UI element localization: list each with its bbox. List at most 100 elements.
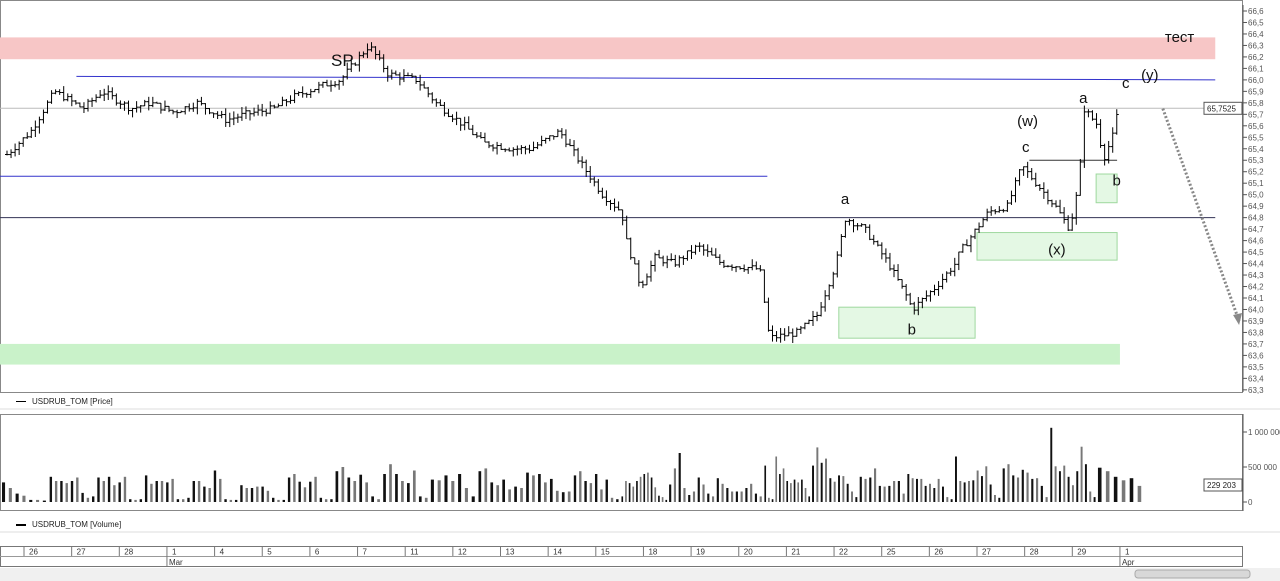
volume-bar (65, 483, 68, 502)
scrollbar-track[interactable] (0, 568, 1280, 581)
volume-bar (1063, 465, 1066, 502)
volume-bar (893, 481, 896, 502)
date-label: 28 (1030, 548, 1039, 557)
date-label: 1 (172, 548, 177, 557)
volume-bar (155, 481, 158, 502)
price-tick-label: 66,5 (1248, 18, 1264, 27)
price-tick-label: 64,2 (1248, 283, 1264, 292)
price-tick-label: 64,7 (1248, 225, 1264, 234)
volume-bar (526, 472, 529, 502)
volume-legend: USDRUB_TOM [Volume] (16, 520, 121, 529)
zone (838, 306, 976, 339)
volume-bar (319, 497, 323, 502)
volume-bar (102, 481, 105, 502)
volume-bar (182, 499, 185, 502)
volume-bar (942, 486, 944, 502)
volume-bar (118, 482, 121, 502)
scrollbar-thumb[interactable] (1134, 569, 1251, 579)
volume-bar (636, 481, 638, 502)
volume-bar (955, 456, 957, 502)
wave-label: a (841, 191, 850, 208)
volume-bar (579, 471, 582, 502)
volume-bar (600, 489, 603, 502)
volume-bar (484, 468, 488, 502)
volume-bar (628, 483, 631, 502)
volume-bar (555, 490, 559, 502)
wave-label: (x) (1048, 241, 1066, 258)
volume-bar (963, 482, 966, 502)
price-tick-label: 64,6 (1248, 237, 1264, 246)
date-label: 12 (458, 548, 467, 557)
volume-bar (303, 487, 307, 502)
price-tick-label: 65,5 (1248, 133, 1264, 142)
price-tick-label: 63,7 (1248, 340, 1264, 349)
volume-bar (277, 499, 280, 502)
volume-bar (771, 499, 774, 502)
volume-bar (371, 496, 374, 502)
forecast-arrow (1161, 108, 1241, 322)
volume-bar (786, 481, 789, 502)
volume-bar (989, 484, 992, 502)
volume-tick-label: 1 000 000 (1248, 428, 1280, 437)
volume-bar (846, 483, 849, 502)
zone (976, 232, 1118, 261)
volume-bar (864, 478, 867, 502)
volume-bar (129, 499, 132, 502)
price-tick-label: 65,0 (1248, 191, 1264, 200)
price-tick-label: 66,1 (1248, 64, 1264, 73)
volume-bar (229, 499, 233, 502)
volume-bar (950, 499, 953, 502)
volume-bar (561, 492, 565, 502)
volume-bar (678, 453, 681, 502)
volume-bar (1050, 427, 1053, 502)
volume-bar (335, 471, 339, 502)
volume-bar (851, 491, 853, 502)
price-tick-label: 64,8 (1248, 214, 1264, 223)
volume-bar (797, 482, 800, 502)
last-volume-label: 229 203 (1207, 481, 1236, 490)
volume-bar (808, 496, 811, 502)
volume-bar (496, 485, 500, 502)
volume-tick-label: 500 000 (1248, 463, 1277, 472)
price-tick-label: 65,7 (1248, 110, 1264, 119)
volume-bar (1031, 478, 1034, 502)
volume-bar (692, 491, 696, 502)
last-volume-box (1203, 478, 1243, 492)
volume-bar (929, 483, 931, 502)
volume-bar (395, 474, 398, 502)
volume-bar (1129, 478, 1134, 502)
volume-bar (76, 477, 79, 502)
zone (1095, 173, 1118, 204)
date-label: 25 (887, 548, 896, 557)
volume-bar (697, 477, 700, 502)
volume-bar (365, 482, 369, 502)
volume-bar (754, 493, 758, 502)
price-tick-label: 64,0 (1248, 305, 1264, 314)
month-label: Apr (1122, 558, 1135, 567)
price-legend: USDRUB_TOM [Price] (16, 397, 113, 406)
volume-bar (197, 481, 201, 502)
volume-bar (750, 483, 753, 502)
volume-bar (490, 482, 494, 502)
date-label: 21 (791, 548, 800, 557)
volume-bar (825, 458, 827, 502)
volume-bar (661, 497, 664, 502)
volume-bar (150, 483, 153, 502)
date-label: 20 (744, 548, 753, 557)
volume-bar (625, 481, 627, 502)
volume-bar (946, 497, 949, 502)
volume-bar (838, 475, 840, 502)
volume-bar (389, 464, 392, 502)
volume-bar (8, 488, 12, 502)
volume-bar (29, 499, 33, 502)
date-label: 28 (124, 548, 133, 557)
volume-bar (790, 483, 792, 502)
volume-bar (213, 470, 217, 502)
volume-bar (673, 468, 677, 502)
volume-bar (272, 497, 275, 502)
volume-bar (532, 475, 535, 502)
volume-bar (1026, 472, 1029, 502)
volume-bar (1105, 471, 1110, 502)
volume-bar (293, 474, 296, 502)
price-tick-label: 65,9 (1248, 87, 1264, 96)
